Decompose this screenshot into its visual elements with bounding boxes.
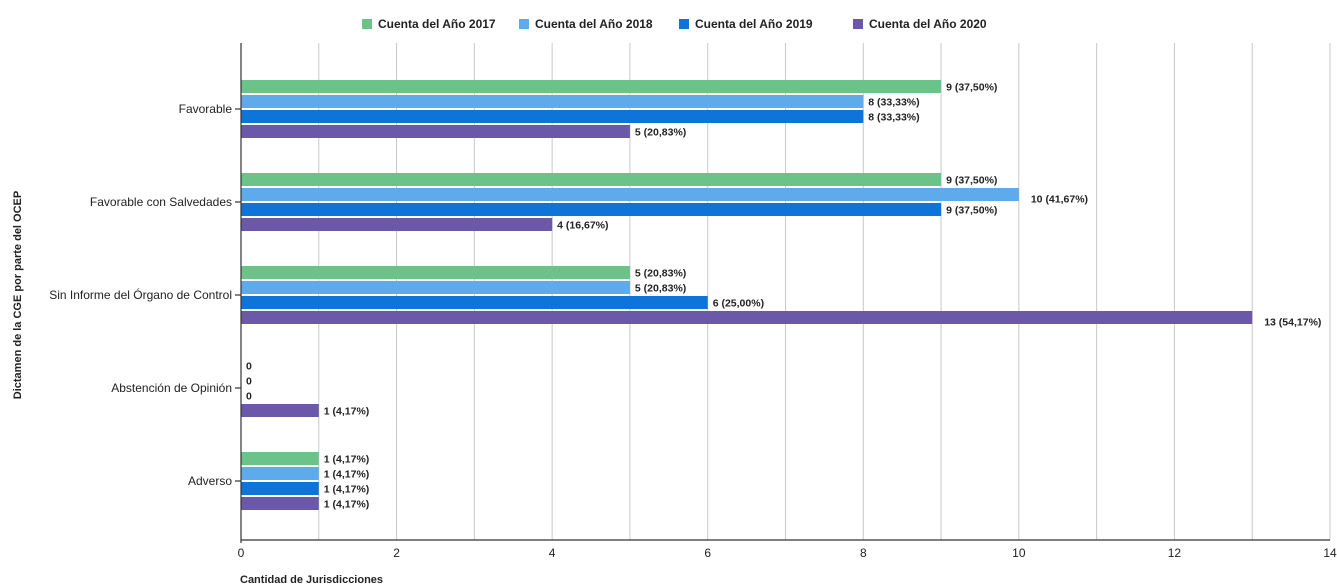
bar [241, 218, 553, 231]
data-label: 1 (4,17%) [324, 469, 370, 481]
x-tick-label: 2 [393, 546, 400, 560]
legend-swatch [679, 19, 689, 29]
bar [241, 296, 708, 309]
legend-label: Cuenta del Año 2017 [378, 17, 496, 31]
bar [241, 188, 1019, 201]
data-label: 9 (37,50%) [946, 82, 997, 94]
data-labels: 9 (37,50%) 8 (33,33%) 8 (33,33%) 5 (20,83%)… [246, 82, 1321, 511]
legend: Cuenta del Año 2017 Cuenta del Año 2018 Cu… [362, 17, 987, 31]
bar [241, 203, 942, 216]
legend-label: Cuenta del Año 2018 [535, 17, 653, 31]
bar [241, 482, 319, 495]
x-tick-label: 14 [1323, 546, 1337, 560]
x-tick-label: 12 [1168, 546, 1182, 560]
y-axis-title: Dictamen de la CGE por parte del OCEP [12, 191, 24, 399]
data-label: 1 (4,17%) [324, 454, 370, 466]
bar [241, 452, 319, 465]
data-label: 5 (20,83%) [635, 283, 686, 295]
bar [241, 110, 864, 123]
x-axis-title: Cantidad de Jurisdicciones [240, 574, 383, 586]
category-label: Favorable [179, 102, 233, 116]
data-label: 13 (54,17%) [1264, 317, 1321, 329]
data-label: 9 (37,50%) [946, 175, 997, 187]
x-tick-label: 0 [238, 546, 245, 560]
bar [241, 125, 630, 138]
data-label: 10 (41,67%) [1031, 194, 1088, 206]
bar [241, 497, 319, 510]
bar [241, 467, 319, 480]
data-label: 1 (4,17%) [324, 499, 370, 511]
category-label: Favorable con Salvedades [90, 195, 232, 209]
data-label: 6 (25,00%) [713, 298, 764, 310]
legend-swatch [519, 19, 529, 29]
bar [241, 173, 942, 186]
data-label: 0 [246, 391, 252, 403]
category-label: Sin Informe del Órgano de Control [49, 287, 232, 302]
bars [241, 80, 1253, 510]
category-label: Adverso [188, 474, 232, 488]
data-label: 1 (4,17%) [324, 484, 370, 496]
data-label: 1 (4,17%) [324, 406, 370, 418]
data-label: 4 (16,67%) [557, 220, 608, 232]
data-label: 5 (20,83%) [635, 127, 686, 139]
bar [241, 311, 1253, 324]
legend-swatch [362, 19, 372, 29]
data-label: 8 (33,33%) [868, 97, 919, 109]
bar [241, 266, 630, 279]
data-label: 8 (33,33%) [868, 112, 919, 124]
x-tick-label: 4 [549, 546, 556, 560]
legend-label: Cuenta del Año 2020 [869, 17, 987, 31]
data-label: 5 (20,83%) [635, 268, 686, 280]
category-label: Abstención de Opinión [111, 381, 232, 395]
x-tick-label: 6 [704, 546, 711, 560]
legend-label: Cuenta del Año 2019 [695, 17, 813, 31]
data-label: 0 [246, 361, 252, 373]
bar [241, 404, 319, 417]
x-tick-label: 8 [860, 546, 867, 560]
data-label: 9 (37,50%) [946, 205, 997, 217]
axes: 0 2 4 6 8 10 12 14 Favorable Favorable con Salved… [49, 43, 1337, 560]
x-tick-label: 10 [1012, 546, 1026, 560]
bar [241, 95, 864, 108]
bar [241, 281, 630, 294]
legend-swatch [853, 19, 863, 29]
data-label: 0 [246, 376, 252, 388]
bar [241, 80, 942, 93]
